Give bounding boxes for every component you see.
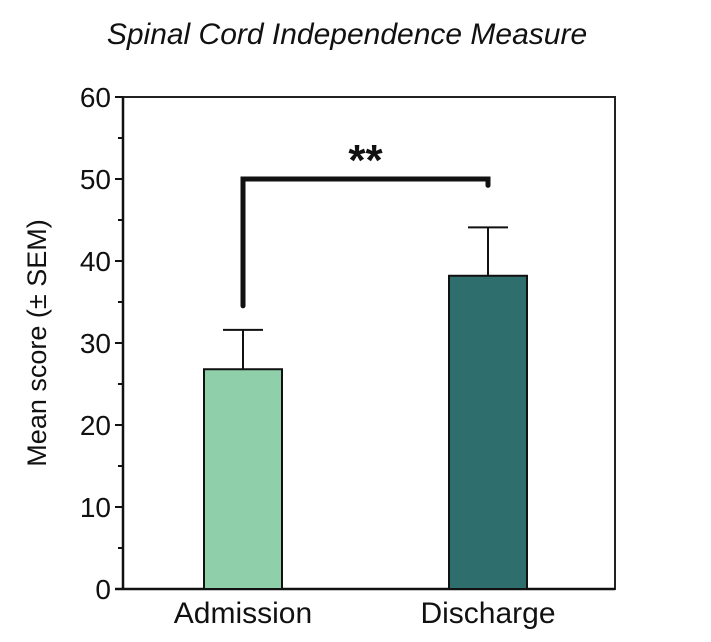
bracket-line xyxy=(240,176,491,309)
significance-label: ** xyxy=(348,136,383,185)
y-tick-label: 20 xyxy=(80,410,111,441)
bar-admission xyxy=(203,368,283,590)
y-axis-label: Mean score (± SEM) xyxy=(22,219,52,466)
x-tick-label: Discharge xyxy=(420,597,555,630)
chart-title: Spinal Cord Independence Measure xyxy=(107,18,587,51)
x-axis-labels: Admission Discharge xyxy=(174,597,556,630)
y-tick-label: 50 xyxy=(80,164,111,195)
x-tick-label: Admission xyxy=(174,597,312,630)
significance-bracket: ** xyxy=(240,136,491,309)
bar-discharge xyxy=(448,274,528,590)
bars xyxy=(203,226,528,590)
y-tick-label: 30 xyxy=(80,328,111,359)
y-tick-label: 40 xyxy=(80,246,111,277)
y-tick-label: 0 xyxy=(95,574,111,605)
y-tick-label: 10 xyxy=(80,492,111,523)
y-axis-ticks: 0 10 20 30 40 50 60 xyxy=(80,82,123,605)
y-tick-label: 60 xyxy=(80,82,111,113)
